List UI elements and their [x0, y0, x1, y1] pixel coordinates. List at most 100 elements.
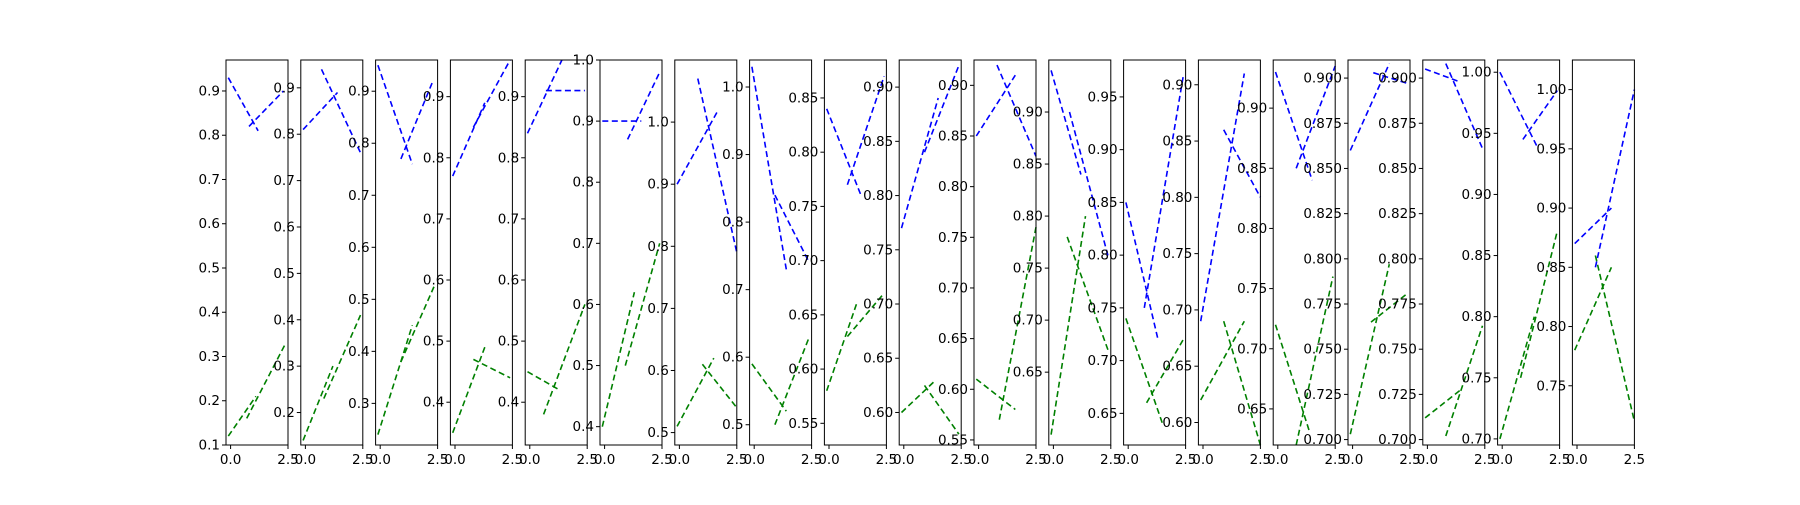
y-tick-label: 0.90: [1462, 187, 1492, 203]
series-1-segment-1: [825, 108, 862, 196]
y-tick-label: 0.65: [1088, 406, 1118, 422]
y-tick-label: 0.5: [722, 417, 743, 433]
y-tick-label: 0.6: [348, 240, 369, 256]
y-tick-label: 0.5: [423, 334, 444, 350]
series-1-segment-2: [846, 76, 885, 185]
series-2-segment-2: [1295, 276, 1334, 446]
y-tick-label: 0.85: [1162, 134, 1192, 150]
y-tick-label: 0.90: [938, 78, 968, 94]
axes-frame: [1272, 59, 1336, 446]
series-2-segment-1: [1424, 388, 1463, 419]
y-tick-label: 0.90: [863, 80, 893, 96]
y-tick-label: 0.80: [1536, 319, 1566, 335]
series-1-segment-2: [1068, 111, 1110, 258]
subplot-15: 0.650.700.750.800.850.900.0 2.5: [1237, 59, 1346, 468]
y-tick-label: 0.7: [273, 173, 294, 189]
series-1-segment-1: [302, 91, 339, 131]
y-tick-label: 0.65: [1162, 359, 1192, 375]
axes-frame: [1123, 59, 1187, 446]
series-2-segment-2: [1445, 325, 1484, 437]
y-tick-label: 0.85: [863, 134, 893, 150]
subplot-6: 0.40.50.60.70.80.91.00.0 2.5: [573, 53, 673, 469]
axes-frame: [1048, 59, 1112, 446]
y-tick-label: 0.60: [1162, 415, 1192, 431]
y-tick-label: 0.90: [1088, 142, 1118, 158]
y-tick-label: 0.4: [199, 305, 220, 321]
y-tick-label: 0.80: [1162, 190, 1192, 206]
y-tick-label: 0.700: [1303, 432, 1342, 448]
x-tick-label: 0.0: [1566, 452, 1587, 468]
y-tick-label: 0.850: [1303, 161, 1342, 177]
y-tick-label: 0.825: [1378, 206, 1417, 222]
subplot-17: 0.700 0.725 0.750 0.775 0.800 0.825 0.850 0.875…: [1378, 59, 1496, 468]
y-tick-label: 0.775: [1378, 297, 1417, 313]
y-tick-label: 0.85: [1013, 157, 1043, 173]
subplot-18: 0.700.750.800.850.900.951.000.0 2.5: [1462, 59, 1570, 468]
y-tick-label: 0.90: [1536, 201, 1566, 217]
x-tick-label: 2.5: [1175, 452, 1196, 468]
x-tick-label: 2.5: [277, 452, 298, 468]
x-tick-label: 2.5: [1025, 452, 1046, 468]
series-2-segment-2: [1066, 236, 1110, 352]
y-tick-label: 0.7: [647, 301, 668, 317]
series-1-segment-1: [1499, 71, 1538, 146]
x-tick-label: 0.0: [295, 452, 316, 468]
x-tick-label: 0.0: [594, 452, 615, 468]
y-tick-label: 0.8: [722, 215, 743, 231]
x-tick-label: 0.0: [1417, 452, 1438, 468]
y-tick-label: 0.5: [573, 358, 594, 374]
y-tick-label: 0.7: [722, 282, 743, 298]
series-2-segment-2: [998, 227, 1037, 420]
series-1-segment-2: [923, 65, 960, 153]
y-tick-label: 0.75: [863, 242, 893, 258]
y-tick-label: 0.90: [1237, 101, 1267, 117]
subplot-13: 0.650.700.750.800.850.900.950.0 2.5: [1088, 59, 1196, 468]
y-tick-label: 0.85: [788, 90, 818, 106]
x-tick-label: 2.5: [801, 452, 822, 468]
axes-frame: [674, 59, 738, 446]
y-tick-label: 0.85: [1462, 248, 1492, 264]
x-tick-label: 0.0: [1043, 452, 1064, 468]
y-tick-label: 0.9: [647, 177, 668, 193]
series-2-segment-1: [751, 363, 787, 412]
y-tick-label: 0.9: [423, 89, 444, 105]
y-tick-label: 0.90: [1013, 105, 1043, 121]
y-tick-label: 0.65: [1237, 401, 1267, 417]
x-tick-label: 0.0: [743, 452, 764, 468]
x-tick-label: 0.0: [1342, 452, 1363, 468]
y-tick-label: 0.65: [1013, 365, 1043, 381]
series-1-segment-2: [472, 59, 511, 128]
x-tick-label: 2.5: [1549, 452, 1570, 468]
x-tick-label: 2.5: [502, 452, 523, 468]
subplot-9: 0.550.600.650.700.750.800.850.0 2.5: [788, 59, 897, 468]
y-tick-label: 0.775: [1303, 297, 1342, 313]
x-tick-label: 2.5: [1624, 452, 1645, 468]
series-1-segment-1: [676, 109, 720, 185]
series-2-segment-2: [923, 384, 960, 435]
axes-frame: [375, 59, 439, 446]
y-tick-label: 0.9: [498, 89, 519, 105]
x-tick-label: 2.5: [1474, 452, 1495, 468]
axes-frame: [225, 59, 289, 446]
y-tick-label: 0.60: [788, 362, 818, 378]
y-tick-label: 0.900: [1378, 71, 1417, 87]
series-1-segment-2: [1295, 65, 1336, 169]
series-2-segment-2: [1594, 255, 1636, 422]
series-2-segment-1: [601, 292, 636, 427]
series-2-segment-1: [1499, 316, 1536, 440]
y-tick-label: 0.4: [348, 344, 369, 360]
series-1-segment-2: [400, 80, 434, 160]
series-1-segment-2: [1522, 90, 1558, 140]
y-tick-label: 0.725: [1378, 387, 1417, 403]
y-tick-label: 0.8: [498, 150, 519, 166]
y-tick-label: 0.75: [1536, 378, 1566, 394]
y-tick-label: 1.0: [722, 80, 743, 96]
y-tick-label: 0.5: [498, 334, 519, 350]
y-tick-label: 0.70: [1462, 431, 1492, 447]
axes-frame: [524, 59, 588, 446]
x-tick-label: 2.5: [1399, 452, 1420, 468]
y-tick-label: 0.2: [273, 405, 294, 421]
series-1-segment-1: [1574, 207, 1612, 245]
